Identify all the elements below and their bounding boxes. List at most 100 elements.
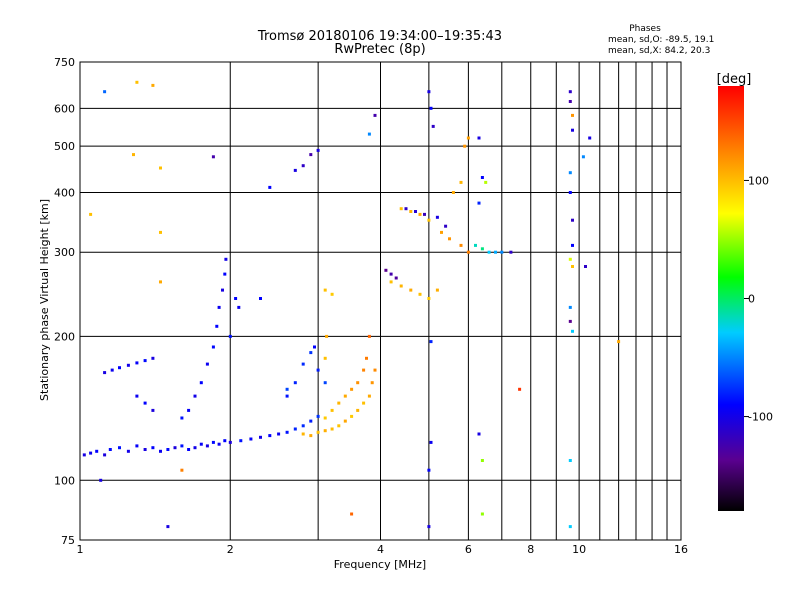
data-point xyxy=(268,185,272,189)
x-tick-label: 8 xyxy=(527,543,534,556)
data-point xyxy=(571,243,574,247)
data-point xyxy=(568,319,572,323)
data-point xyxy=(477,432,481,436)
data-point xyxy=(427,90,431,94)
stats-x-mode: mean, sd,X: 84.2, 20.3 xyxy=(608,46,710,56)
data-point xyxy=(581,155,585,159)
data-point xyxy=(571,265,574,268)
data-point xyxy=(293,381,297,385)
data-point xyxy=(285,430,289,434)
data-point xyxy=(330,292,334,296)
data-point xyxy=(309,153,313,157)
colorbar-tick-label: -100 xyxy=(748,411,773,424)
data-point xyxy=(221,288,224,292)
data-point xyxy=(277,432,281,436)
data-point xyxy=(568,100,572,103)
data-point xyxy=(477,201,481,205)
colorbar-tick-label: 100 xyxy=(748,174,769,187)
data-point xyxy=(427,297,431,300)
data-point xyxy=(301,362,305,366)
data-point xyxy=(414,210,417,213)
y-tick-label: 200 xyxy=(54,330,75,343)
data-point xyxy=(389,280,393,284)
data-point xyxy=(135,361,139,365)
data-point xyxy=(126,449,130,453)
data-point xyxy=(205,444,209,448)
data-point xyxy=(95,449,99,453)
y-tick-label: 500 xyxy=(54,140,75,153)
data-point xyxy=(89,212,93,216)
data-point xyxy=(118,446,121,450)
data-point xyxy=(480,459,484,462)
data-point xyxy=(459,243,463,247)
data-point xyxy=(500,250,504,254)
colorbar-ticks: 100 0 -100 xyxy=(744,174,773,424)
data-point xyxy=(309,419,313,423)
chart-subtitle: RwPretec (8p) xyxy=(334,42,425,57)
data-point xyxy=(350,414,354,418)
data-point xyxy=(118,366,121,370)
data-point xyxy=(180,444,184,448)
y-tick-label: 75 xyxy=(61,534,75,547)
data-point xyxy=(571,128,574,132)
data-point xyxy=(237,305,241,309)
data-point xyxy=(427,218,431,222)
x-tick-label: 4 xyxy=(377,543,384,556)
data-point xyxy=(323,429,327,433)
data-point xyxy=(343,394,347,398)
data-point xyxy=(217,305,221,309)
colorbar-label: [deg] xyxy=(717,72,752,87)
x-tick-label: 10 xyxy=(572,543,586,556)
data-point xyxy=(509,250,513,254)
data-point xyxy=(180,468,184,472)
data-point xyxy=(316,414,320,418)
data-point xyxy=(166,525,170,529)
data-point xyxy=(584,265,587,268)
data-point xyxy=(409,288,413,292)
data-point xyxy=(427,525,431,529)
data-point xyxy=(429,340,433,344)
data-point xyxy=(418,212,422,216)
data-point xyxy=(301,164,305,168)
data-point xyxy=(205,362,209,366)
data-point xyxy=(362,401,366,405)
data-point xyxy=(568,171,572,175)
y-tick-label: 600 xyxy=(54,102,75,115)
x-tick-label: 16 xyxy=(674,543,688,556)
data-point xyxy=(285,394,289,398)
data-point xyxy=(224,257,228,261)
data-point xyxy=(228,334,232,338)
data-point xyxy=(466,136,470,140)
data-point xyxy=(330,408,334,412)
data-point xyxy=(427,468,431,472)
x-axis-ticks: 1 2 4 6 8 10 16 xyxy=(77,543,689,556)
grid-lines xyxy=(80,62,681,540)
data-point xyxy=(193,446,197,450)
data-point xyxy=(173,446,177,450)
y-tick-label: 750 xyxy=(54,56,75,69)
data-point xyxy=(356,381,360,385)
data-point xyxy=(223,439,227,443)
colorbar xyxy=(718,86,744,511)
data-point xyxy=(323,416,327,420)
data-point xyxy=(316,430,320,434)
data-point xyxy=(103,453,107,457)
data-point xyxy=(132,153,135,157)
data-point xyxy=(474,243,477,247)
data-point xyxy=(223,272,227,276)
data-point xyxy=(480,512,484,516)
data-point xyxy=(373,368,377,372)
data-point xyxy=(135,444,139,448)
chart-title: Tromsø 20180106 19:34:00–19:35:43 xyxy=(257,29,502,44)
data-point xyxy=(180,416,184,420)
data-point xyxy=(571,113,574,117)
data-point xyxy=(568,525,572,529)
stats-heading: Phases xyxy=(629,24,661,34)
data-point xyxy=(159,449,162,453)
data-point xyxy=(330,427,334,431)
data-point xyxy=(159,230,162,234)
data-point xyxy=(394,276,398,280)
data-point xyxy=(389,272,393,276)
y-tick-label: 400 xyxy=(54,186,75,199)
